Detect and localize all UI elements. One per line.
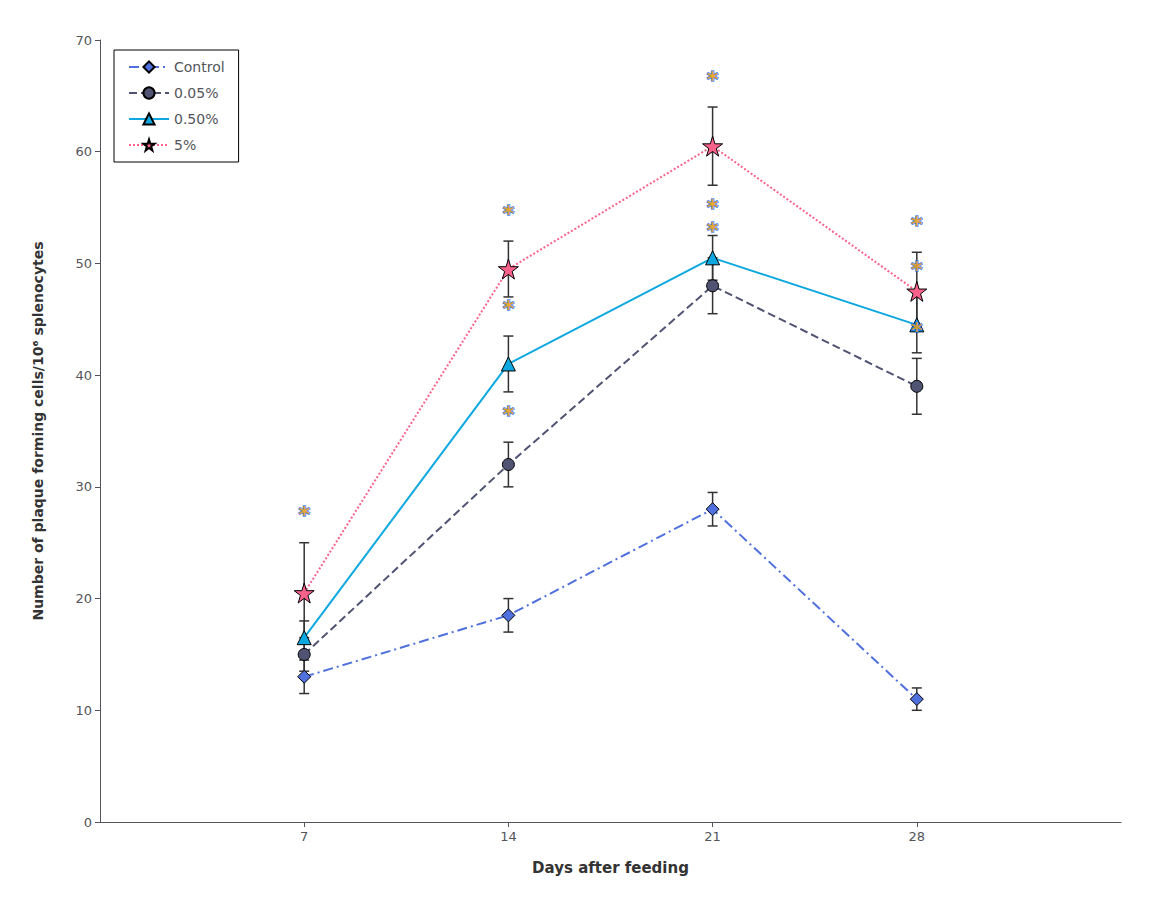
svg-text:*: * — [707, 218, 719, 243]
svg-text:20: 20 — [75, 591, 92, 606]
svg-text:70: 70 — [75, 33, 92, 48]
svg-text:21: 21 — [704, 829, 721, 844]
svg-text:0.50%: 0.50% — [174, 111, 218, 127]
svg-text:Control: Control — [174, 59, 225, 75]
svg-text:40: 40 — [75, 368, 92, 383]
svg-text:*: * — [298, 502, 310, 527]
svg-text:*: * — [911, 318, 923, 343]
svg-text:*: * — [503, 296, 515, 321]
svg-text:Days after feeding: Days after feeding — [532, 859, 689, 877]
svg-text:*: * — [503, 402, 515, 427]
svg-text:Number of plaque forming cells: Number of plaque forming cells/10⁶ splen… — [30, 241, 46, 620]
svg-text:10: 10 — [75, 703, 92, 718]
svg-text:60: 60 — [75, 144, 92, 159]
svg-text:28: 28 — [909, 829, 926, 844]
svg-text:*: * — [503, 201, 515, 226]
svg-text:*: * — [911, 257, 923, 282]
svg-text:*: * — [707, 67, 719, 92]
svg-text:14: 14 — [500, 829, 517, 844]
svg-text:*: * — [911, 212, 923, 237]
svg-text:0.05%: 0.05% — [174, 85, 218, 101]
svg-text:0: 0 — [84, 815, 92, 830]
svg-text:5%: 5% — [174, 137, 196, 153]
svg-text:*: * — [707, 195, 719, 220]
svg-text:50: 50 — [75, 256, 92, 271]
svg-text:30: 30 — [75, 479, 92, 494]
svg-text:7: 7 — [300, 829, 308, 844]
